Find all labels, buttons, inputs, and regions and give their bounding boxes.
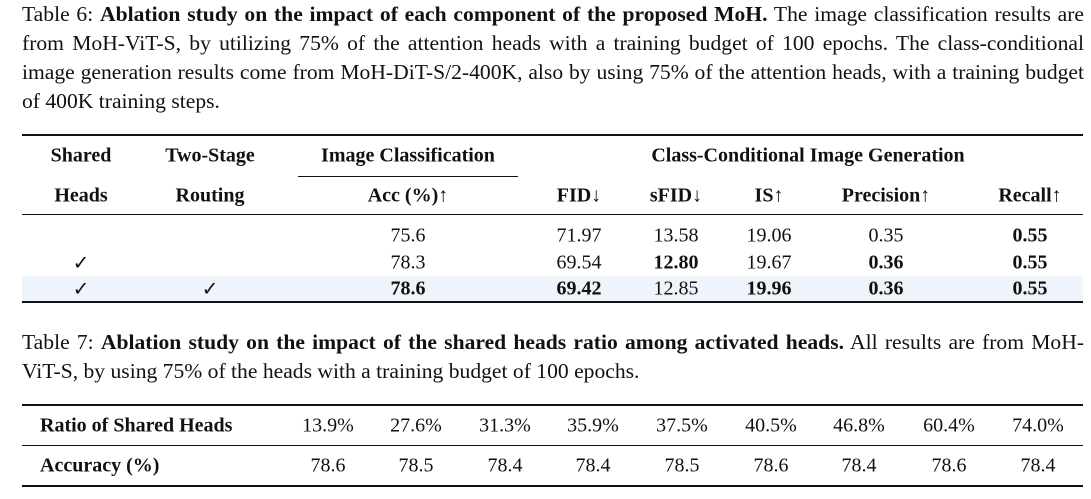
header-cell: FID↓ <box>556 184 602 207</box>
table-cell: 27.6% <box>390 414 442 437</box>
header-cell: Class-Conditional Image Generation <box>651 144 965 167</box>
table-cell: 0.36 <box>868 251 904 274</box>
table-cell: 78.6 <box>931 454 967 477</box>
table-cell: 0.55 <box>1012 224 1048 247</box>
table-cell: 69.42 <box>556 277 602 300</box>
table-cell: 0.36 <box>868 277 904 300</box>
table-cell: 35.9% <box>567 414 619 437</box>
bottom-rule <box>22 301 1083 303</box>
table-cell: 78.4 <box>487 454 523 477</box>
bottom-rule <box>22 485 1083 487</box>
table-cell: 0.55 <box>1012 277 1048 300</box>
table-cell: 19.96 <box>746 277 792 300</box>
header-cell: Shared <box>50 144 112 167</box>
header-cell: Recall↑ <box>998 184 1062 207</box>
table-cell: 78.3 <box>390 251 426 274</box>
table-cell: 37.5% <box>656 414 708 437</box>
table-cell: 75.6 <box>390 224 426 247</box>
top-rule <box>22 134 1083 136</box>
mid-rule <box>22 445 1083 446</box>
table-cell: 19.67 <box>746 251 792 274</box>
group-rule <box>298 176 518 177</box>
table-cell: 78.5 <box>398 454 434 477</box>
table6-caption: Table 6: Ablation study on the impact of… <box>22 0 1084 116</box>
mid-rule <box>22 214 1083 215</box>
caption-text: All results are from MoH-ViT-S, by using… <box>22 330 1084 383</box>
table-cell: 69.54 <box>556 251 602 274</box>
table-cell: 12.85 <box>653 277 699 300</box>
row-highlight <box>22 276 1083 301</box>
header-cell: Heads <box>54 184 108 207</box>
caption-label: Table 6: <box>22 2 94 26</box>
table-cell: 40.5% <box>745 414 797 437</box>
table-cell: 78.4 <box>841 454 877 477</box>
caption-title: Ablation study on the impact of each com… <box>100 2 768 26</box>
header-cell: Routing <box>175 184 245 207</box>
table-cell: 13.9% <box>302 414 354 437</box>
header-cell: Two-Stage <box>165 144 255 167</box>
table-cell: 78.4 <box>575 454 611 477</box>
table-cell: 74.0% <box>1012 414 1064 437</box>
table-cell: 78.6 <box>310 454 346 477</box>
table-cell: ✓ <box>72 252 90 275</box>
header-cell: Image Classification <box>321 144 495 167</box>
caption-title: Ablation study on the impact of the shar… <box>100 330 844 354</box>
table-cell: 13.58 <box>653 224 699 247</box>
table7-caption: Table 7: Ablation study on the impact of… <box>22 328 1084 386</box>
table-cell: 71.97 <box>556 224 602 247</box>
table-cell: 0.35 <box>868 224 904 247</box>
row-header: Ratio of Shared Heads <box>40 414 233 437</box>
table-cell: 78.4 <box>1020 454 1056 477</box>
header-cell: sFID↓ <box>649 184 703 207</box>
header-cell: Precision↑ <box>841 184 931 207</box>
table-cell: 46.8% <box>833 414 885 437</box>
top-rule <box>22 404 1083 406</box>
table-cell: 78.5 <box>664 454 700 477</box>
table-cell: 31.3% <box>479 414 531 437</box>
caption-label: Table 7: <box>22 330 94 354</box>
header-cell: IS↑ <box>754 184 784 207</box>
header-cell: Acc (%)↑ <box>367 184 449 207</box>
table-cell: ✓ <box>72 278 90 301</box>
row-header: Accuracy (%) <box>40 454 160 477</box>
table-cell: 78.6 <box>753 454 789 477</box>
table-cell: 0.55 <box>1012 251 1048 274</box>
table-cell: ✓ <box>201 278 219 301</box>
table-cell: 78.6 <box>390 277 426 300</box>
table-cell: 60.4% <box>923 414 975 437</box>
caption-text: The image classification results are fro… <box>22 2 1085 113</box>
table-cell: 19.06 <box>746 224 792 247</box>
table-cell: 12.80 <box>653 251 699 274</box>
